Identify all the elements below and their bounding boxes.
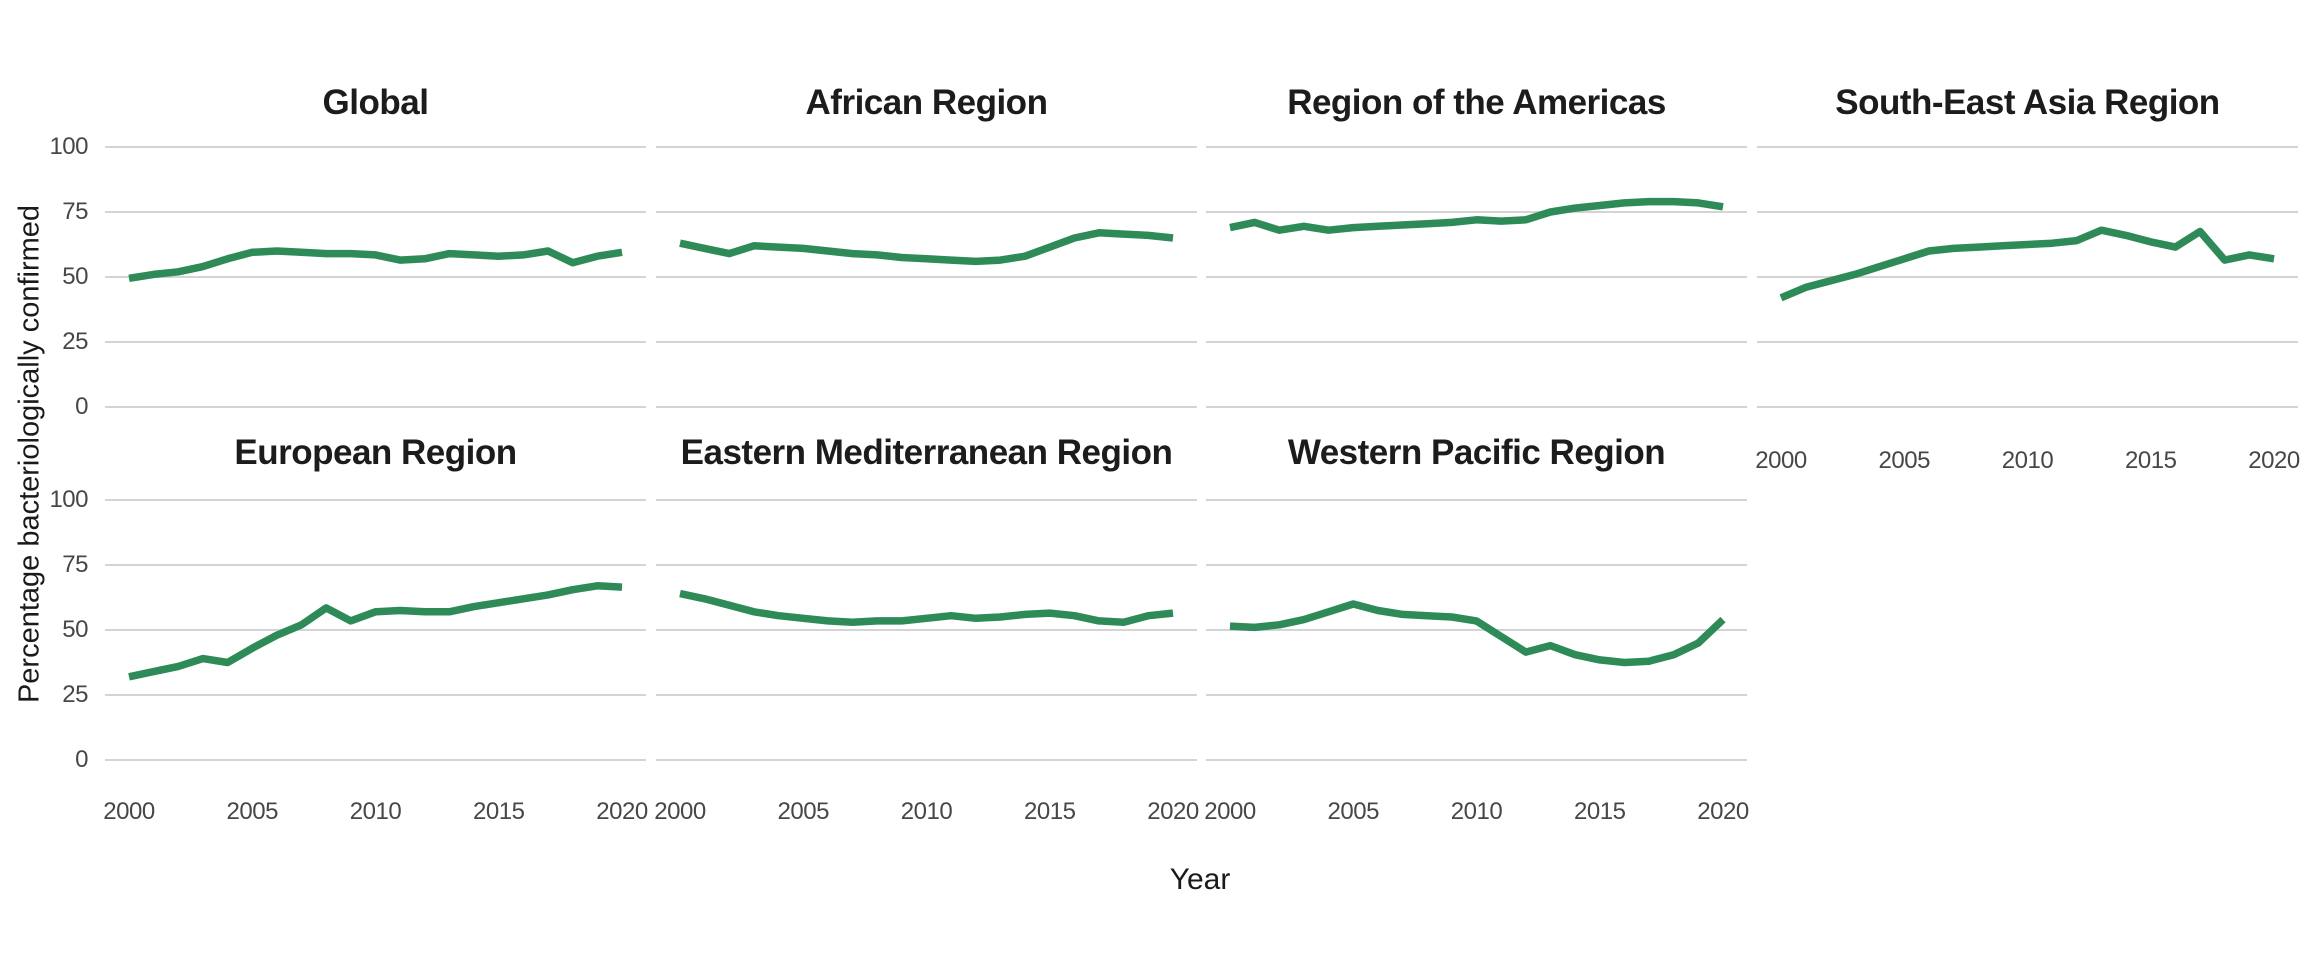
x-axis-tick-label-2015: 2015 bbox=[2125, 447, 2177, 474]
facet-plot-area bbox=[105, 499, 646, 761]
facet-panel-global: Global 100 75 50 25 0 bbox=[49, 0, 646, 960]
x-axis-tick-label-2000: 2000 bbox=[1204, 798, 1256, 825]
x-axis-tick-label-2005: 2005 bbox=[777, 798, 830, 825]
facet-panel-african-region: African Region bbox=[656, 0, 1197, 960]
x-axis-tick-label-2015: 2015 bbox=[473, 798, 525, 825]
facet-panel-european-region: European Region 100 75 50 25 0 2000 2005 2010 201… bbox=[49, 0, 648, 960]
facet-plot-area bbox=[1757, 146, 2298, 408]
facet-title: Region of the Americas bbox=[1287, 83, 1666, 122]
facet-plot-area bbox=[656, 499, 1197, 761]
x-axis-tick-label-2000: 2000 bbox=[654, 798, 706, 825]
x-axis-tick-label-2020: 2020 bbox=[596, 798, 648, 825]
facet-title: African Region bbox=[805, 83, 1048, 122]
line-series-european-region bbox=[128, 582, 623, 681]
line-series-region-of-the-americas bbox=[1229, 197, 1724, 234]
x-axis-tick-label-2010: 2010 bbox=[349, 798, 402, 825]
facet-title: South-East Asia Region bbox=[1835, 83, 2220, 122]
y-axis-tick-label-25: 25 bbox=[62, 328, 88, 355]
line-series-western-pacific-region bbox=[1229, 600, 1726, 667]
line-series-global bbox=[128, 247, 623, 283]
line-series-eastern-mediterranean-region bbox=[679, 589, 1174, 626]
x-axis-tick-label-2005: 2005 bbox=[1878, 447, 1931, 474]
y-axis-tick-label-50: 50 bbox=[62, 263, 88, 290]
facet-title: Global bbox=[322, 83, 429, 122]
facet-plot-area bbox=[656, 146, 1197, 408]
x-axis-tick-label-2015: 2015 bbox=[1574, 798, 1626, 825]
facet-title: European Region bbox=[234, 433, 517, 472]
facet-panel-region-of-the-americas: Region of the Americas bbox=[1206, 0, 1747, 960]
facet-panel-south-east-asia-region: South-East Asia Region 2000 2005 2010 2015 20… bbox=[1755, 0, 2300, 960]
y-axis-tick-label-50: 50 bbox=[62, 616, 88, 643]
facet-plot-area bbox=[1206, 146, 1747, 408]
x-axis-tick-label-2015: 2015 bbox=[1024, 798, 1076, 825]
x-axis-tick-label-2010: 2010 bbox=[2001, 447, 2054, 474]
x-axis-tick-label-2010: 2010 bbox=[900, 798, 953, 825]
x-axis-tick-label-2000: 2000 bbox=[103, 798, 155, 825]
line-series-african-region bbox=[679, 229, 1174, 266]
x-axis-title: Year bbox=[1169, 863, 1231, 896]
y-axis-tick-label-100: 100 bbox=[49, 133, 88, 160]
facet-title: Western Pacific Region bbox=[1287, 433, 1666, 472]
facet-plot-area bbox=[1206, 499, 1747, 761]
facet-panel-eastern-mediterranean-region: Eastern Mediterranean Region 2000 2005 2010… bbox=[654, 0, 1199, 960]
x-axis-tick-label-2005: 2005 bbox=[226, 798, 279, 825]
y-axis-tick-label-75: 75 bbox=[62, 198, 88, 225]
y-axis-tick-label-25: 25 bbox=[62, 681, 88, 708]
y-axis-tick-label-0: 0 bbox=[75, 393, 88, 420]
x-axis-tick-label-2020: 2020 bbox=[1697, 798, 1749, 825]
x-axis-tick-label-2020: 2020 bbox=[1147, 798, 1199, 825]
y-axis-tick-label-0: 0 bbox=[75, 746, 88, 773]
facet-panel-western-pacific-region: Western Pacific Region 2000 2005 2010 2015 20… bbox=[1204, 0, 1749, 960]
facet-plot-area bbox=[105, 146, 646, 408]
y-axis-tick-label-100: 100 bbox=[49, 486, 88, 513]
x-axis-tick-label-2020: 2020 bbox=[2248, 447, 2300, 474]
line-series-south-east-asia-region bbox=[1779, 226, 2275, 302]
facet-title: Eastern Mediterranean Region bbox=[680, 433, 1173, 472]
y-axis-tick-label-75: 75 bbox=[62, 551, 88, 578]
x-axis-tick-label-2000: 2000 bbox=[1755, 447, 1807, 474]
x-axis-tick-label-2010: 2010 bbox=[1450, 798, 1503, 825]
x-axis-tick-label-2005: 2005 bbox=[1327, 798, 1380, 825]
